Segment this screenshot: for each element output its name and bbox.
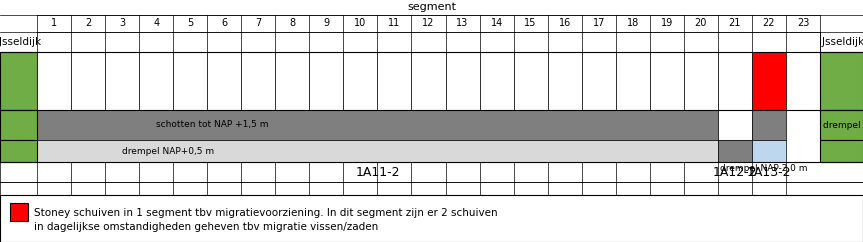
Bar <box>513 52 548 110</box>
Bar <box>37 52 71 110</box>
Text: 13: 13 <box>457 18 469 29</box>
Text: 19: 19 <box>661 18 673 29</box>
Text: IJsseldijk: IJsseldijk <box>0 37 41 47</box>
Bar <box>650 52 683 110</box>
Bar <box>582 52 615 110</box>
Bar <box>0 140 37 162</box>
Text: 7: 7 <box>255 18 261 29</box>
Bar <box>105 52 139 110</box>
Bar <box>0 52 37 110</box>
Text: 1A13-2: 1A13-2 <box>746 166 791 179</box>
Bar <box>0 195 863 242</box>
Bar <box>275 52 309 110</box>
Text: 5: 5 <box>187 18 193 29</box>
Text: 4: 4 <box>153 18 159 29</box>
Text: 6: 6 <box>221 18 227 29</box>
Bar <box>752 140 786 162</box>
Text: 11: 11 <box>388 18 400 29</box>
Bar <box>615 52 650 110</box>
Text: IJsseldijk: IJsseldijk <box>819 37 863 47</box>
Bar <box>37 140 718 162</box>
Bar <box>10 203 28 221</box>
Bar <box>820 52 863 110</box>
Text: 21: 21 <box>728 18 741 29</box>
Text: Stoney schuiven in 1 segment tbv migratievoorziening. In dit segment zijn er 2 s: Stoney schuiven in 1 segment tbv migrati… <box>34 208 498 218</box>
Text: drempel NAP-2,0 m: drempel NAP-2,0 m <box>720 164 808 173</box>
Bar <box>718 52 752 110</box>
Bar <box>480 52 513 110</box>
Bar <box>820 110 863 140</box>
Text: drempel NAP+1,5 m: drempel NAP+1,5 m <box>823 121 863 129</box>
Bar <box>718 140 752 162</box>
Bar <box>139 52 173 110</box>
Text: 16: 16 <box>558 18 570 29</box>
Bar <box>343 52 377 110</box>
Text: 18: 18 <box>627 18 639 29</box>
Text: 1A11-2: 1A11-2 <box>356 166 400 179</box>
Bar <box>752 110 786 140</box>
Bar <box>173 52 207 110</box>
Bar <box>207 52 242 110</box>
Text: 23: 23 <box>797 18 809 29</box>
Text: 3: 3 <box>119 18 125 29</box>
Text: 17: 17 <box>593 18 605 29</box>
Text: in dagelijkse omstandigheden geheven tbv migratie vissen/zaden: in dagelijkse omstandigheden geheven tbv… <box>34 222 378 232</box>
Bar <box>752 52 786 110</box>
Text: 12: 12 <box>422 18 435 29</box>
Bar <box>718 110 752 140</box>
Bar <box>445 52 480 110</box>
Bar <box>548 52 582 110</box>
Text: 14: 14 <box>490 18 503 29</box>
Text: segment: segment <box>407 2 456 13</box>
Text: 1: 1 <box>51 18 57 29</box>
Text: 22: 22 <box>763 18 775 29</box>
Bar <box>242 52 275 110</box>
Bar <box>0 110 37 140</box>
Text: 2: 2 <box>85 18 91 29</box>
Text: 9: 9 <box>324 18 330 29</box>
Bar <box>820 140 863 162</box>
Text: 1A12-2: 1A12-2 <box>713 166 757 179</box>
Text: 8: 8 <box>289 18 295 29</box>
Text: schotten tot NAP +1,5 m: schotten tot NAP +1,5 m <box>156 121 268 129</box>
Text: drempel NAP+0,5 m: drempel NAP+0,5 m <box>122 146 214 156</box>
Bar <box>412 52 445 110</box>
Text: 15: 15 <box>525 18 537 29</box>
Text: 10: 10 <box>355 18 367 29</box>
Bar <box>71 52 105 110</box>
Text: 20: 20 <box>695 18 707 29</box>
Bar <box>377 52 412 110</box>
Bar <box>683 52 718 110</box>
Bar <box>37 110 718 140</box>
Bar <box>309 52 343 110</box>
